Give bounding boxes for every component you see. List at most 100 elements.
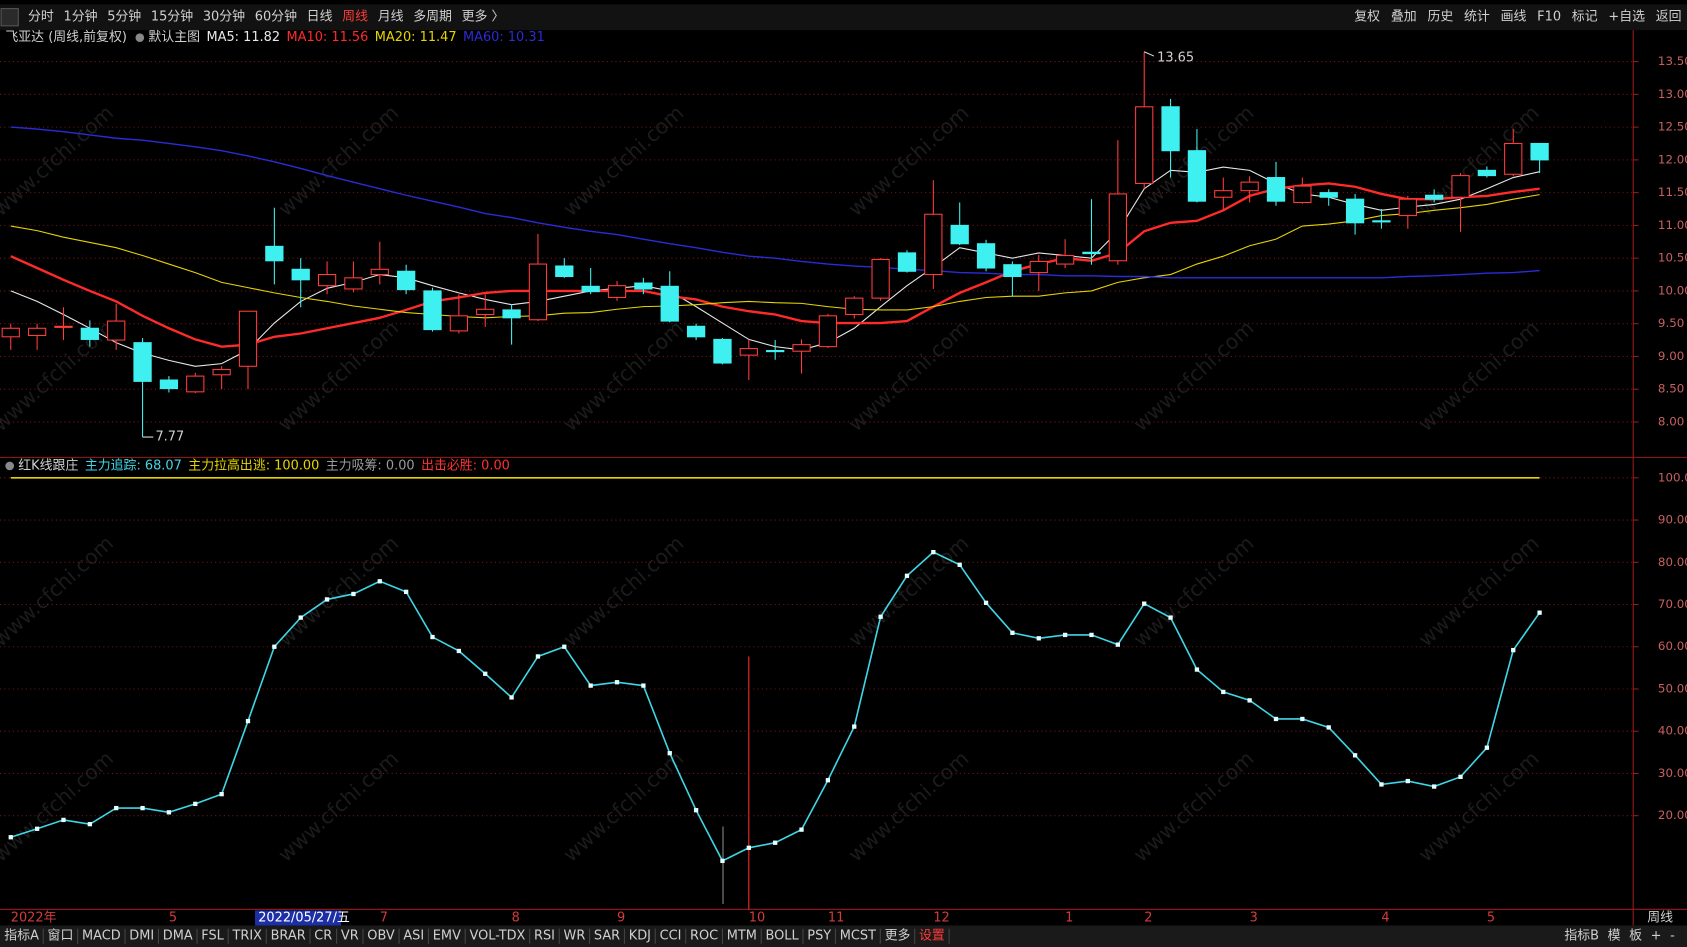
period-tab[interactable]: 日线 [307,10,333,25]
tool-button[interactable]: 叠加 [1391,10,1417,25]
period-tab[interactable]: 更多 〉 [462,10,505,25]
y-tick-label: 70.00 [1658,597,1687,611]
high-annotation: 13.65 [1157,51,1194,66]
candle-body [1187,150,1207,202]
indicator-tab[interactable]: VOL-TDX [470,929,526,944]
candle-body [238,310,258,367]
toolbar [0,4,1687,31]
indicator-tab[interactable]: ROC [690,929,718,944]
x-tick-label: 9 [617,910,625,925]
indicator-point [430,634,435,640]
indicator-tab[interactable]: - [1670,929,1675,944]
period-tab[interactable]: 15分钟 [151,9,193,25]
period-tab[interactable]: 多周期 [413,10,452,25]
indicator-tab[interactable]: ASI [403,929,424,944]
indicator-tab[interactable]: BRAR [271,929,306,944]
y-tick-label: 9.50 [1658,316,1684,330]
indicator-point [1432,784,1437,789]
candle-body [660,285,679,322]
indicator-point [1379,782,1384,787]
indicator-point [614,680,620,685]
chart-title: 红K线跟庄 [18,457,78,473]
x-tick-label: 5 [169,910,177,925]
candle-body [1082,251,1101,255]
cursor-date-box [254,910,342,926]
candle-body [1135,106,1154,184]
period-tab[interactable]: 60分钟 [255,9,297,25]
indicator-tab[interactable]: MCST [840,929,876,944]
period-tab[interactable]: 月线 [378,10,404,25]
tool-button[interactable]: 统计 [1464,10,1490,25]
candle-body [1372,220,1391,223]
indicator-tab[interactable]: 模 [1608,929,1621,944]
indicator-tab[interactable]: MTM [727,929,757,944]
indicator-tab[interactable]: VR [341,929,359,944]
indicator-point [351,591,356,597]
candle-body [265,245,284,262]
candle-body [634,282,653,290]
indicator-tab[interactable]: WR [564,929,586,944]
indicator-tab[interactable]: EMV [433,929,461,944]
indicator-point [87,821,92,827]
y-tick-label: 8.00 [1658,414,1684,428]
tool-button[interactable]: +自选 [1608,10,1645,25]
y-tick-label: 10.00 [1658,283,1687,297]
indicator-tab[interactable]: OBV [367,929,395,944]
indicator-tab[interactable]: MACD [82,929,121,944]
candle-body [80,327,99,340]
period-tab[interactable]: 分时 [28,10,54,25]
indicator-tab[interactable]: 更多 [885,929,911,944]
indicator-tab[interactable]: KDJ [629,929,651,944]
indicator-tab[interactable]: PSY [807,929,831,944]
indicator-point [1010,630,1015,635]
x-tick-label: 10 [749,910,765,925]
indicator-tab[interactable]: FSL [201,929,224,944]
tool-button[interactable]: 标记 [1572,10,1598,25]
indicator-tab[interactable]: + [1651,929,1662,944]
indicator-point [1089,632,1094,638]
indicator-point [34,826,40,831]
indicator-tab[interactable]: 设置 [919,929,945,944]
indicator-point [1326,725,1331,730]
indicator-tab[interactable]: TRIX [231,929,262,944]
indicator-tab[interactable]: 窗口 [48,928,74,944]
period-tab[interactable]: 30分钟 [203,9,245,25]
tool-button[interactable]: 复权 [1354,9,1380,25]
period-tab[interactable]: 1分钟 [63,9,97,25]
indicator-tab[interactable]: RSI [534,929,555,944]
candle-body [1398,198,1417,217]
indicator-point [509,695,514,700]
indicator-tab[interactable]: CR [314,929,332,944]
candle-body [1,327,20,338]
candle-body [845,297,864,316]
indicator-point [667,751,672,756]
indicator-tab[interactable]: 板 [1629,929,1642,944]
candle-body [871,258,890,299]
candle-body [54,325,73,328]
tool-button[interactable]: 画线 [1501,10,1527,25]
indicator-point [324,597,330,602]
toolbar-icon[interactable] [0,8,19,27]
y-tick-label: 100.0 [1658,470,1687,484]
period-tab[interactable]: 周线 [342,10,368,25]
indicator-tab[interactable]: BOLL [766,929,800,944]
indicator-tab[interactable]: 指标B [1564,929,1599,944]
indicator-point [1458,774,1463,779]
indicator-tab[interactable]: 指标A [4,929,39,944]
candle-body [1108,193,1127,262]
indicator-tab[interactable]: CCI [660,929,682,944]
indicator-point [8,835,13,840]
tool-button[interactable]: 历史 [1427,10,1453,25]
y-tick-label: 10.50 [1658,251,1687,265]
tool-button[interactable]: 返回 [1656,10,1682,25]
tool-button[interactable]: F10 [1537,10,1561,25]
period-tab[interactable]: 5分钟 [107,9,141,25]
x-tick-label: 1 [1065,910,1073,925]
indicator-tab[interactable]: DMI [129,929,154,944]
x-tick-label: 4 [1381,910,1389,925]
indicator-tab[interactable]: DMA [163,929,193,944]
candle-body [1161,106,1180,152]
indicator-tab[interactable]: SAR [594,929,620,944]
indicator-point [1300,716,1305,722]
